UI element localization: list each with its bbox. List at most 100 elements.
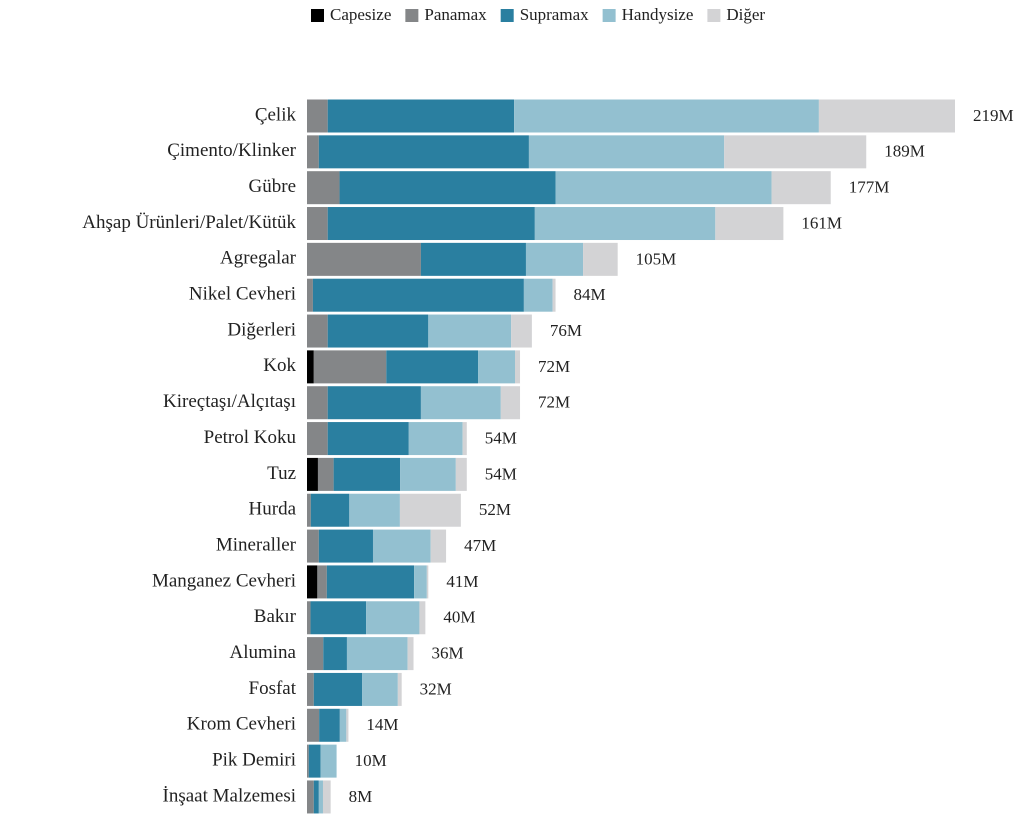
bar-segment [320, 744, 337, 778]
total-label: 32M [420, 679, 452, 698]
bar-segment [307, 99, 328, 133]
bar-segment [312, 278, 524, 312]
category-label: Mineraller [216, 534, 297, 555]
bar-segment [307, 637, 324, 671]
bar-segment [333, 457, 401, 491]
bar-segment [372, 529, 431, 563]
bar-segment [500, 386, 521, 420]
total-label: 189M [884, 142, 925, 161]
bar-segment [462, 422, 467, 456]
bar-segment [318, 135, 529, 169]
bar-segment [420, 386, 501, 420]
bar-segment [514, 99, 819, 133]
category-label: Kok [263, 355, 296, 376]
bar-segment [478, 350, 516, 384]
bar-segment [313, 780, 319, 814]
bar-segment [366, 601, 420, 635]
bar-segment [346, 708, 349, 742]
legend-swatch [405, 9, 419, 22]
legend-label: Supramax [520, 5, 589, 24]
bar-segment [307, 350, 314, 384]
bar-segment [399, 493, 461, 527]
bar-segment [523, 278, 553, 312]
bar-segment [307, 422, 328, 456]
category-label: Kireçtaşı/Alçıtaşı [163, 391, 296, 412]
bar-segment [455, 457, 467, 491]
bar-segment [715, 207, 784, 241]
legend-label: Handysize [622, 5, 694, 24]
bar-segment [414, 565, 427, 599]
bar-segment [317, 565, 327, 599]
bar-segment [397, 672, 402, 706]
category-label: Ahşap Ürünleri/Palet/Kütük [82, 212, 296, 233]
category-label: Hurda [249, 499, 297, 520]
bar-segment [308, 744, 321, 778]
bar-segment [327, 422, 409, 456]
bar-segment [552, 278, 556, 312]
legend-swatch [707, 9, 721, 22]
bar-segment [339, 171, 556, 205]
category-label: Pik Demiri [212, 749, 296, 770]
bar-segment [525, 242, 584, 276]
bar-segment [326, 565, 415, 599]
bar-segment [339, 708, 347, 742]
bar-segment [310, 601, 367, 635]
total-label: 84M [574, 285, 606, 304]
total-label: 72M [538, 357, 570, 376]
bar-segment [307, 207, 328, 241]
total-label: 36M [432, 644, 464, 663]
bar-segment [327, 207, 535, 241]
bar-segment [307, 493, 311, 527]
total-label: 76M [550, 321, 582, 340]
bar-segment [400, 457, 456, 491]
category-label: İnşaat Malzemesi [163, 785, 296, 806]
bar-segment [386, 350, 479, 384]
total-label: 10M [355, 751, 387, 770]
bar-segment [346, 637, 408, 671]
total-label: 72M [538, 393, 570, 412]
bar-segment [310, 493, 350, 527]
legend-swatch [311, 9, 324, 22]
category-label: Diğerleri [227, 319, 296, 340]
total-label: 14M [366, 715, 398, 734]
bar-segment [307, 529, 319, 563]
bar-segment [818, 99, 955, 133]
category-label: Çimento/Klinker [167, 140, 296, 161]
bar-segment [322, 780, 331, 814]
total-label: 47M [464, 536, 496, 555]
bar-segment [724, 135, 867, 169]
bar-segment [307, 601, 311, 635]
bar-segment [534, 207, 716, 241]
bar-segment [313, 672, 363, 706]
total-label: 105M [636, 249, 677, 268]
bar-segment [555, 171, 772, 205]
category-label: Çelik [255, 104, 297, 125]
bar-segment [583, 242, 618, 276]
total-label: 40M [443, 608, 475, 627]
bar-segment [307, 708, 320, 742]
bar-segment [307, 672, 314, 706]
bar-segment [515, 350, 521, 384]
bar-segment [327, 386, 421, 420]
bar-segment [307, 135, 319, 169]
legend-swatch [500, 9, 514, 22]
bar-segment [327, 99, 515, 133]
legend-label: Capesize [330, 5, 391, 24]
bar-segment [307, 744, 309, 778]
total-label: 177M [849, 178, 890, 197]
bar-segment [511, 314, 532, 348]
bar-segment [317, 457, 334, 491]
total-label: 54M [485, 464, 517, 483]
bar-segment [307, 171, 340, 205]
category-label: Fosfat [249, 678, 297, 699]
bar-segment [419, 601, 426, 635]
bar-segment [771, 171, 831, 205]
total-label: 52M [479, 500, 511, 519]
bar-segment [307, 386, 328, 420]
bar-segment [408, 422, 463, 456]
category-label: Nikel Cevheri [189, 284, 296, 305]
bar-segment [420, 242, 526, 276]
category-label: Alumina [230, 642, 297, 663]
bar-segment [407, 637, 414, 671]
bar-segment [323, 637, 347, 671]
